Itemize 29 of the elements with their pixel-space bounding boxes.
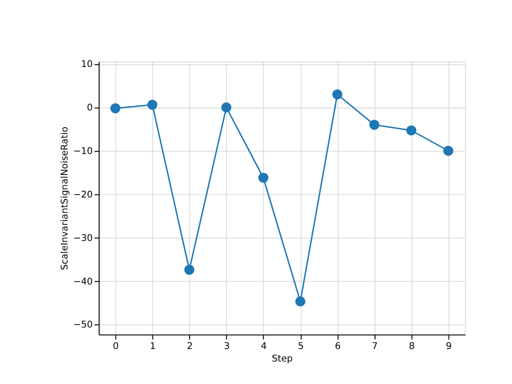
- point: [406, 125, 416, 136]
- y-tick-label: −20: [73, 189, 93, 200]
- y-tick-label: −30: [73, 232, 93, 244]
- y-tick-label: 0: [86, 102, 93, 114]
- x-tick-label: 7: [372, 340, 378, 352]
- point: [147, 100, 158, 110]
- point: [332, 89, 342, 100]
- y-tick-label: 10: [80, 59, 93, 70]
- point: [295, 296, 306, 307]
- point: [443, 146, 454, 156]
- point: [184, 264, 194, 275]
- x-tick-label: 4: [260, 340, 267, 352]
- y-tick-label: −40: [73, 276, 93, 288]
- x-tick-label: 6: [334, 340, 341, 352]
- y-axis-title: ScaleInvariantSignalNoiseRatio: [60, 126, 71, 270]
- y-tick-label: −10: [73, 146, 93, 158]
- point: [369, 120, 380, 130]
- x-tick-label: 9: [446, 340, 452, 352]
- x-tick-label: 3: [224, 340, 230, 352]
- x-tick-label: 8: [408, 340, 415, 352]
- point: [221, 102, 232, 112]
- x-axis-title: Step: [272, 354, 293, 365]
- point: [110, 103, 120, 114]
- x-tick-label: 1: [150, 340, 156, 352]
- x-tick-label: 5: [298, 340, 304, 352]
- x-tick-label: 0: [112, 340, 119, 352]
- point: [258, 172, 268, 183]
- x-tick-label: 2: [186, 340, 193, 352]
- y-tick-label: −50: [73, 320, 93, 331]
